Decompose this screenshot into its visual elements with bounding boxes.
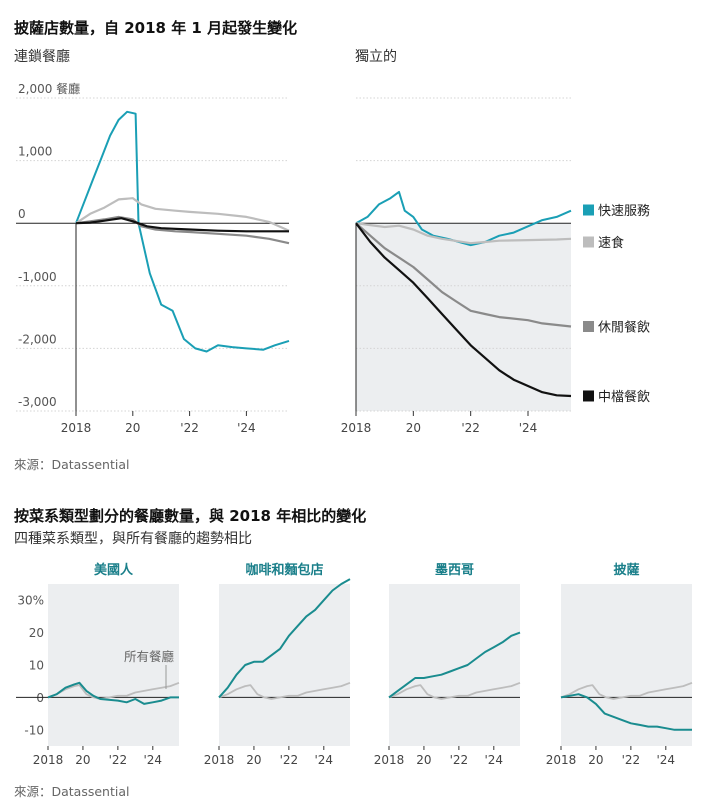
small-1-x-tick-label: 2018 — [204, 753, 235, 767]
small-0-x-tick-label: '22 — [109, 753, 128, 767]
small-2-x-tick-label: 20 — [416, 753, 431, 767]
small-3-background — [561, 584, 692, 746]
independent-x-tick-label: '24 — [519, 421, 538, 435]
small-0-series-line-0 — [47, 681, 179, 705]
small-3-x-tick-label: '22 — [622, 753, 641, 767]
independent-series-line-3 — [355, 222, 572, 398]
bottom-y-tick-label: 30% — [17, 594, 44, 608]
top-y-tick-label: -2,000 — [18, 332, 57, 346]
small-3-series-line-1 — [560, 681, 693, 700]
top-y-tick-label: -3,000 — [18, 395, 57, 409]
small-0-title: 美國人 — [94, 562, 134, 578]
small-1-x-tick-label: '22 — [280, 753, 299, 767]
chain-x-tick-label: '24 — [237, 421, 256, 435]
independent-x-tick-label: '22 — [461, 421, 480, 435]
legend-swatch-3 — [583, 390, 594, 402]
legend-label-2: 休閒餐飲 — [598, 319, 650, 335]
independent-x-tick-label: 2018 — [341, 421, 372, 435]
small-3-x-tick-label: 2018 — [546, 753, 577, 767]
chain-x-tick-label: 20 — [125, 421, 140, 435]
chain-series-line-1 — [75, 197, 290, 232]
top-y-tick-label: -1,000 — [18, 270, 57, 284]
bottom-chart-title: 按菜系類型劃分的餐廳數量，與 2018 年相比的變化 — [14, 507, 367, 525]
independent-series-line-1 — [355, 222, 572, 245]
top-chart-title: 披薩店數量，自 2018 年 1 月起發生變化 — [14, 19, 298, 37]
bottom-y-tick-label: 10 — [29, 659, 44, 673]
bottom-source-note: 來源：Datassential — [14, 784, 130, 799]
independent-negative-shade — [356, 223, 571, 411]
independent-x-tick-label: 20 — [406, 421, 421, 435]
small-2-x-tick-label: '22 — [450, 753, 469, 767]
small-2-x-tick-label: 2018 — [374, 753, 405, 767]
small-1-x-tick-label: '24 — [315, 753, 334, 767]
small-2-x-tick-label: '24 — [485, 753, 504, 767]
legend-swatch-0 — [583, 204, 594, 216]
independent-panel-label: 獨立的 — [355, 49, 397, 65]
chain-x-tick-label: '22 — [180, 421, 199, 435]
small-1-series-line-0 — [218, 578, 351, 699]
small-2-series-line-0 — [388, 631, 521, 699]
chain-series-line-3 — [75, 217, 289, 233]
bottom-y-tick-label: -10 — [24, 723, 44, 737]
small-3-title: 披薩 — [613, 562, 639, 578]
legend-label-1: 速食 — [598, 235, 624, 251]
small-2-background — [389, 584, 520, 746]
all-restaurants-annotation: 所有餐廳 — [124, 649, 175, 664]
top-y-tick-label: 1,000 — [18, 145, 52, 159]
top-source-note: 來源：Datassential — [14, 457, 130, 472]
chain-series-line-0 — [75, 110, 290, 353]
small-1-x-tick-label: 20 — [246, 753, 261, 767]
small-0-series-line-1 — [47, 681, 180, 700]
chain-x-tick-label: 2018 — [61, 421, 92, 435]
small-0-x-tick-label: 2018 — [33, 753, 64, 767]
chain-series-line-2 — [75, 215, 290, 245]
small-3-x-tick-label: 20 — [588, 753, 603, 767]
small-0-x-tick-label: '24 — [144, 753, 163, 767]
independent-series-line-2 — [355, 222, 572, 328]
bottom-y-tick-label: 20 — [29, 626, 44, 640]
small-2-title: 墨西哥 — [435, 562, 474, 578]
legend-swatch-2 — [583, 320, 594, 332]
top-y-tick-label: 0 — [18, 207, 26, 221]
legend-label-3: 中檔餐飲 — [598, 389, 650, 405]
small-0-x-tick-label: 20 — [75, 753, 90, 767]
small-0-background — [48, 584, 179, 746]
small-3-x-tick-label: '24 — [657, 753, 676, 767]
legend-label-0: 快速服務 — [598, 204, 650, 219]
legend-swatch-1 — [583, 236, 594, 248]
small-1-title: 咖啡和麵包店 — [245, 562, 323, 578]
bottom-chart-subtitle: 四種菜系類型，與所有餐廳的趨勢相比 — [14, 531, 252, 547]
small-1-series-line-1 — [218, 681, 351, 700]
small-3-series-line-0 — [560, 693, 692, 731]
small-2-series-line-1 — [388, 681, 521, 700]
small-1-background — [219, 584, 350, 746]
chain-panel-label: 連鎖餐廳 — [14, 49, 70, 65]
top-y-tick-label: 2,000 餐廳 — [18, 81, 80, 96]
